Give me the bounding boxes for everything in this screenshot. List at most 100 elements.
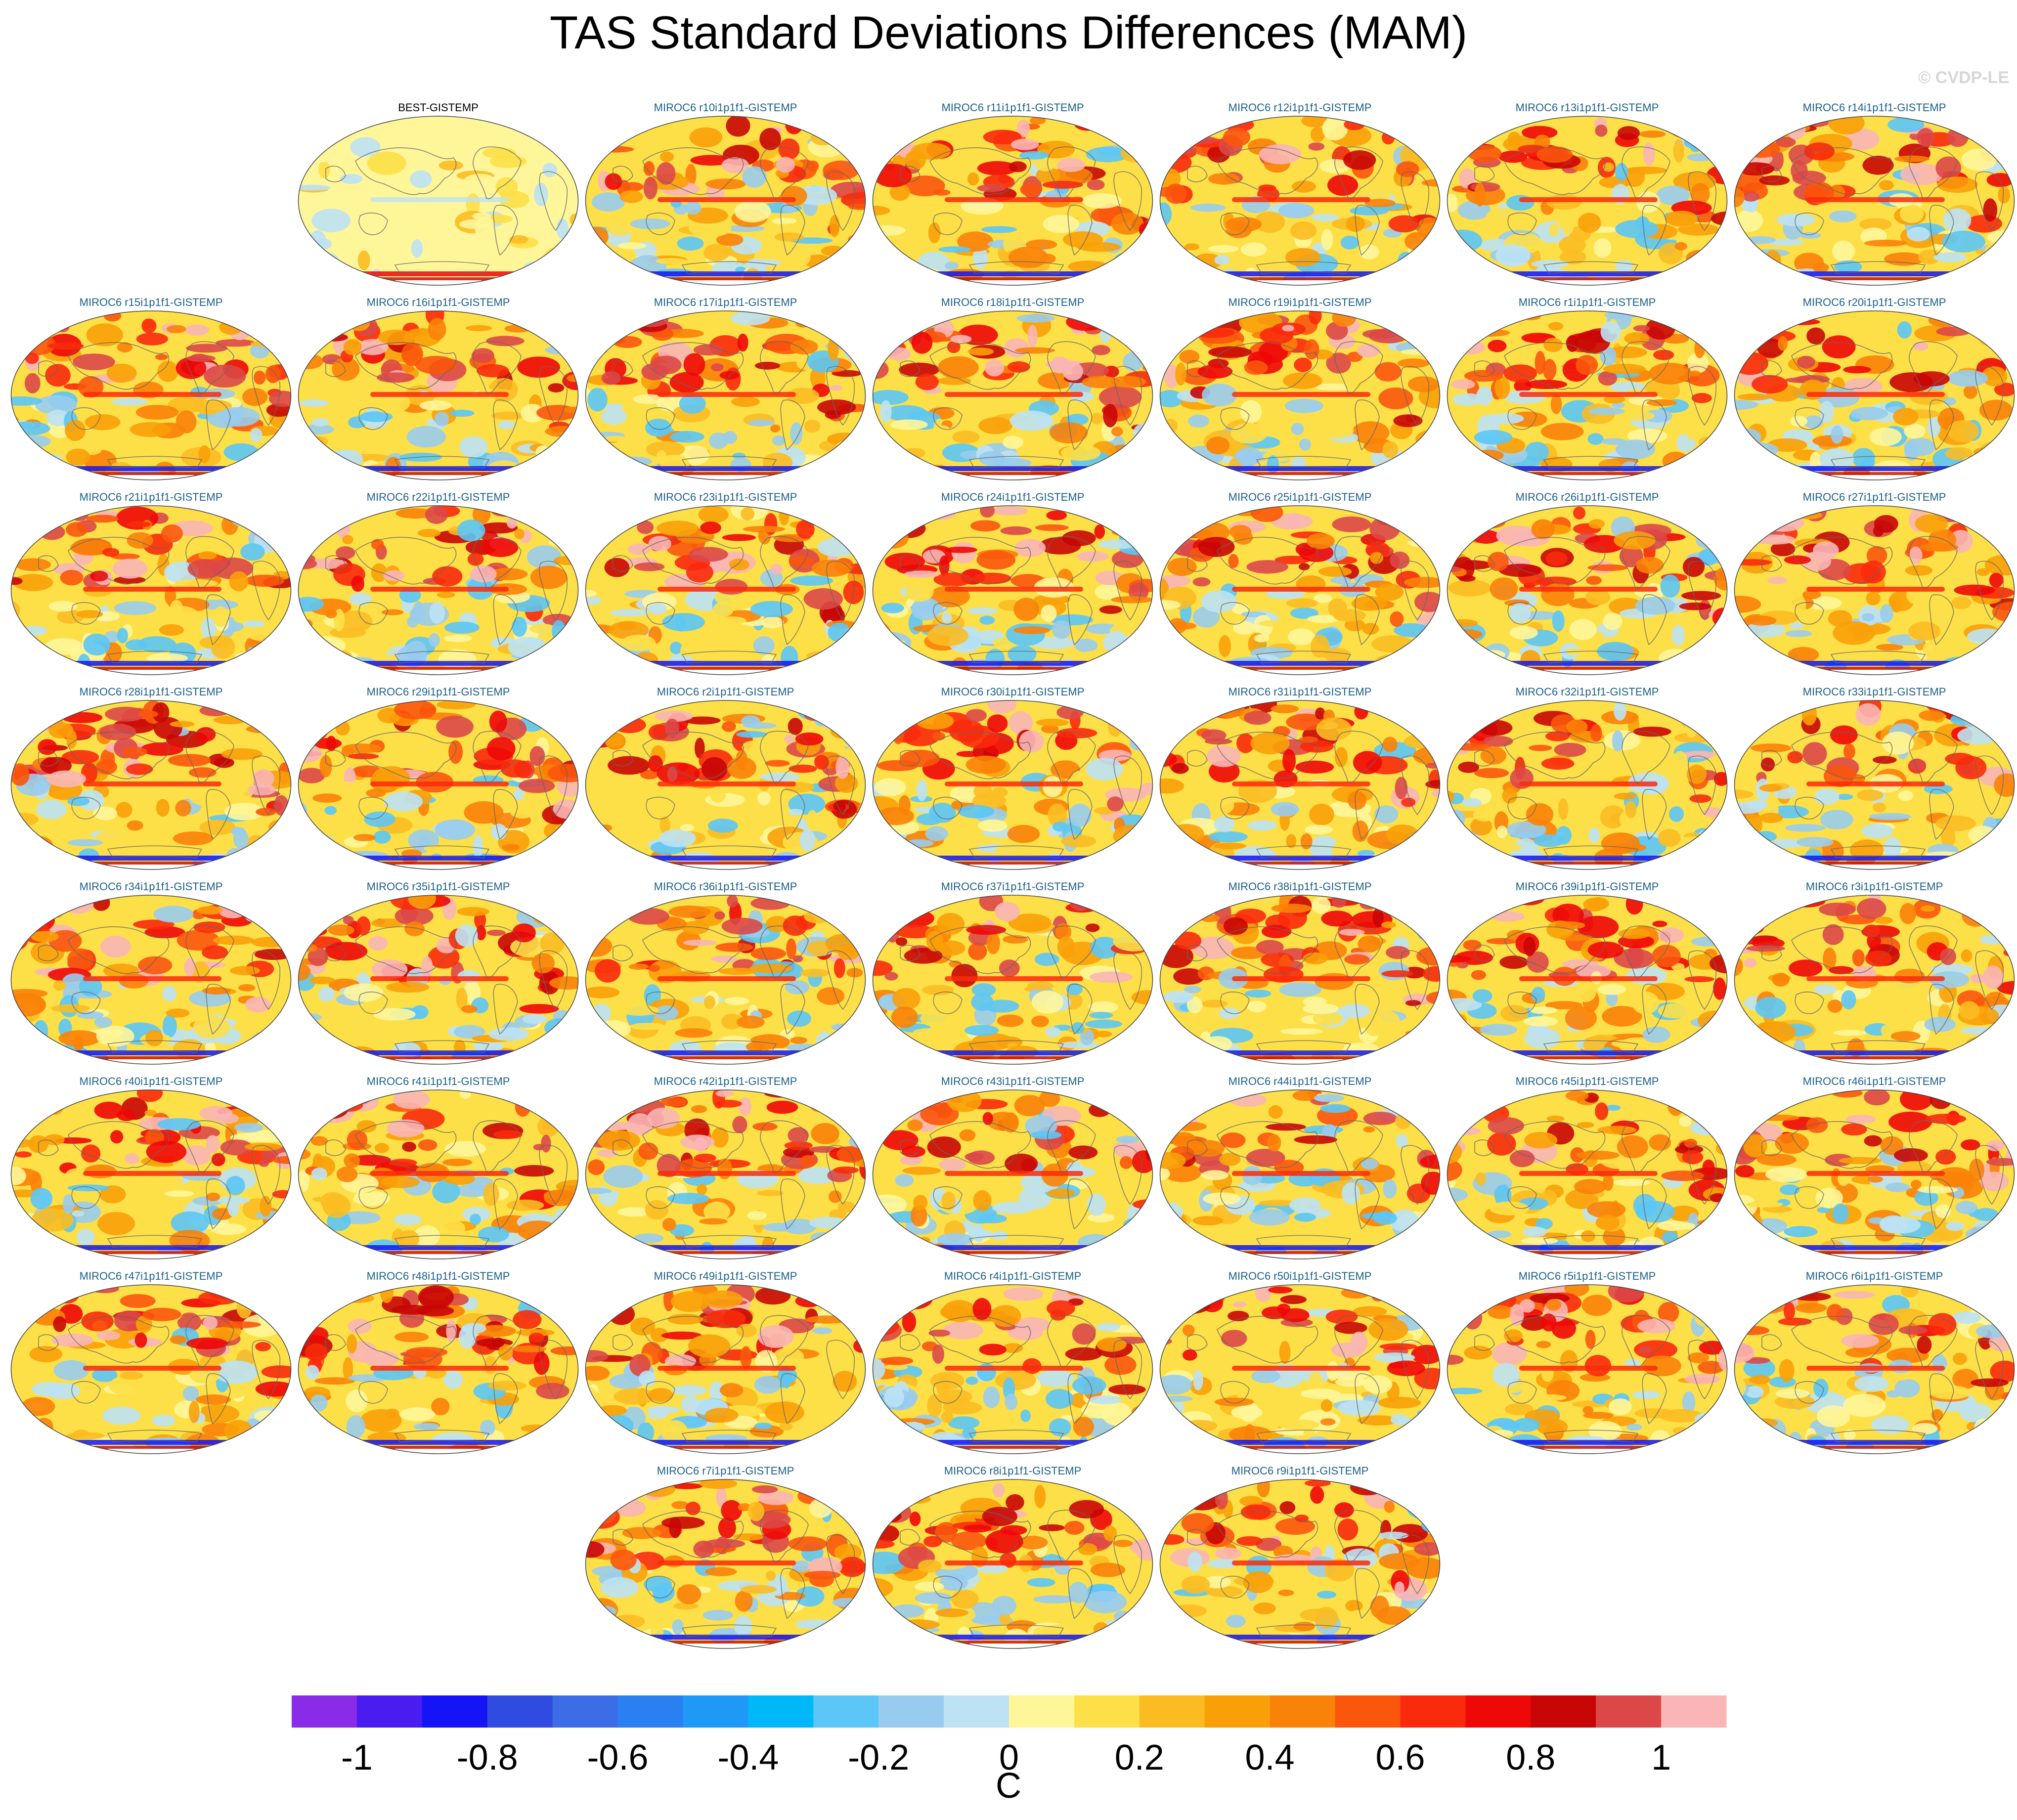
global-map-icon [872,895,1153,1065]
map-panel-title: MIROC6 r6i1p1f1-GISTEMP [1805,1270,1943,1282]
map-panel: MIROC6 r16i1p1f1-GISTEMP [296,296,580,483]
global-map-icon [585,116,866,286]
global-map-icon [298,505,579,675]
colorbar-swatch [1531,1695,1596,1728]
map-panel-title: MIROC6 r11i1p1f1-GISTEMP [941,101,1084,114]
map-panel: MIROC6 r36i1p1f1-GISTEMP [583,880,868,1067]
map-panel: MIROC6 r29i1p1f1-GISTEMP [296,686,580,872]
global-map-icon [1159,895,1441,1065]
global-map-icon [872,1089,1153,1259]
colorbar-swatch [683,1695,748,1728]
map-panel-title: MIROC6 r32i1p1f1-GISTEMP [1515,686,1659,698]
global-map-icon [10,505,292,675]
map-panel: MIROC6 r28i1p1f1-GISTEMP [9,686,293,872]
map-panel-title: MIROC6 r30i1p1f1-GISTEMP [941,686,1085,698]
global-map-icon [585,1284,866,1454]
map-panel: MIROC6 r24i1p1f1-GISTEMP [871,491,1155,678]
map-panel: MIROC6 r10i1p1f1-GISTEMP [583,101,868,288]
map-panel: MIROC6 r13i1p1f1-GISTEMP [1445,101,1729,288]
map-panel-title: MIROC6 r38i1p1f1-GISTEMP [1228,880,1372,893]
colorbar-tick-label: 1 [1651,1738,1671,1777]
map-panel-title: MIROC6 r27i1p1f1-GISTEMP [1802,491,1946,503]
global-map-icon [872,116,1153,286]
global-map-icon [1447,700,1728,870]
figure-title: TAS Standard Deviations Differences (MAM… [549,6,1468,58]
global-map-icon [298,116,579,286]
map-panel-title: MIROC6 r44i1p1f1-GISTEMP [1228,1075,1372,1087]
map-panel: MIROC6 r4i1p1f1-GISTEMP [871,1270,1155,1457]
global-map-icon [1734,1284,2015,1454]
map-panel-title: MIROC6 r33i1p1f1-GISTEMP [1802,686,1946,698]
global-map-icon [872,1284,1153,1454]
colorbar-swatch [1009,1695,1075,1728]
map-panel-title: MIROC6 r20i1p1f1-GISTEMP [1802,296,1946,308]
map-panel-title: MIROC6 r28i1p1f1-GISTEMP [79,686,223,698]
global-map-icon [585,310,866,480]
map-panel-title: MIROC6 r45i1p1f1-GISTEMP [1515,1075,1659,1087]
global-map-icon [1159,116,1441,286]
colorbar-unit-label: C [996,1766,1021,1806]
colorbar-swatch [1400,1695,1466,1728]
map-panel-title: MIROC6 r46i1p1f1-GISTEMP [1802,1075,1946,1087]
global-map-icon [10,310,292,480]
global-map-icon [1734,895,2015,1065]
colorbar-swatch [1139,1695,1205,1728]
colorbar-swatch [1074,1695,1140,1728]
map-panel: MIROC6 r3i1p1f1-GISTEMP [1732,880,2017,1067]
map-panel-title: MIROC6 r36i1p1f1-GISTEMP [654,880,797,893]
map-panel: MIROC6 r31i1p1f1-GISTEMP [1158,686,1442,872]
map-panel-grid: BEST-GISTEMP MIROC6 r10i1p1f1-GISTEMP MIRO… [9,101,2017,1651]
colorbar-tick-label: 0 [999,1738,1019,1777]
map-panel: MIROC6 r41i1p1f1-GISTEMP [296,1075,580,1262]
map-panel-title: MIROC6 r41i1p1f1-GISTEMP [366,1075,510,1087]
global-map-icon [10,700,292,870]
map-panel-title: MIROC6 r10i1p1f1-GISTEMP [654,101,797,114]
map-panel-title: MIROC6 r21i1p1f1-GISTEMP [79,491,223,503]
map-panel-title: MIROC6 r18i1p1f1-GISTEMP [941,296,1085,308]
colorbar-swatch [1204,1695,1271,1728]
colorbar-swatch [617,1695,683,1728]
map-panel: MIROC6 r34i1p1f1-GISTEMP [9,880,293,1067]
colorbar-tick-label: -1 [341,1738,373,1777]
map-panel: MIROC6 r39i1p1f1-GISTEMP [1445,880,1729,1067]
global-map-icon [10,895,292,1065]
colorbar-tick-label: -0.6 [587,1738,648,1777]
colorbar-swatch [356,1695,423,1728]
colorbar-tick-label: 0.4 [1245,1738,1295,1777]
map-panel: MIROC6 r15i1p1f1-GISTEMP [9,296,293,483]
colorbar-tick-label: -0.8 [457,1738,518,1777]
colorbar-swatch [878,1695,944,1728]
map-panel-title: MIROC6 r39i1p1f1-GISTEMP [1515,880,1659,893]
map-panel: MIROC6 r46i1p1f1-GISTEMP [1732,1075,2017,1262]
global-map-icon [1734,116,2015,286]
map-panel-title: MIROC6 r31i1p1f1-GISTEMP [1228,686,1372,698]
map-panel-title: MIROC6 r19i1p1f1-GISTEMP [1228,296,1372,308]
colorbar-swatch [1270,1695,1336,1728]
map-panel: MIROC6 r40i1p1f1-GISTEMP [9,1075,293,1262]
global-map-icon [1159,700,1441,870]
map-panel-title: MIROC6 r47i1p1f1-GISTEMP [79,1270,223,1282]
map-panel-title: MIROC6 r9i1p1f1-GISTEMP [1231,1465,1369,1477]
colorbar-swatch [944,1695,1009,1728]
global-map-icon [585,1479,866,1649]
map-panel-title: MIROC6 r29i1p1f1-GISTEMP [366,686,510,698]
global-map-icon [1734,700,2015,870]
map-panel: MIROC6 r5i1p1f1-GISTEMP [1445,1270,1729,1457]
colorbar-swatch [292,1695,357,1728]
map-panel: MIROC6 r9i1p1f1-GISTEMP [1158,1465,1442,1651]
global-map-icon [1159,505,1441,675]
global-map-icon [585,505,866,675]
map-panel: MIROC6 r50i1p1f1-GISTEMP [1158,1270,1442,1457]
map-panel: MIROC6 r47i1p1f1-GISTEMP [9,1270,293,1457]
map-panel: MIROC6 r11i1p1f1-GISTEMP [871,101,1155,288]
map-panel: MIROC6 r48i1p1f1-GISTEMP [296,1270,580,1457]
colorbar-tick-label: -0.4 [717,1738,779,1777]
map-panel-title: MIROC6 r24i1p1f1-GISTEMP [941,491,1085,503]
map-panel: MIROC6 r42i1p1f1-GISTEMP [583,1075,868,1262]
map-panel-title: MIROC6 r2i1p1f1-GISTEMP [657,686,794,698]
global-map-icon [1159,1479,1441,1649]
map-panel-title: MIROC6 r4i1p1f1-GISTEMP [944,1270,1082,1282]
map-panel-title: MIROC6 r50i1p1f1-GISTEMP [1228,1270,1372,1282]
global-map-icon [1734,1089,2015,1259]
global-map-icon [10,1089,292,1259]
